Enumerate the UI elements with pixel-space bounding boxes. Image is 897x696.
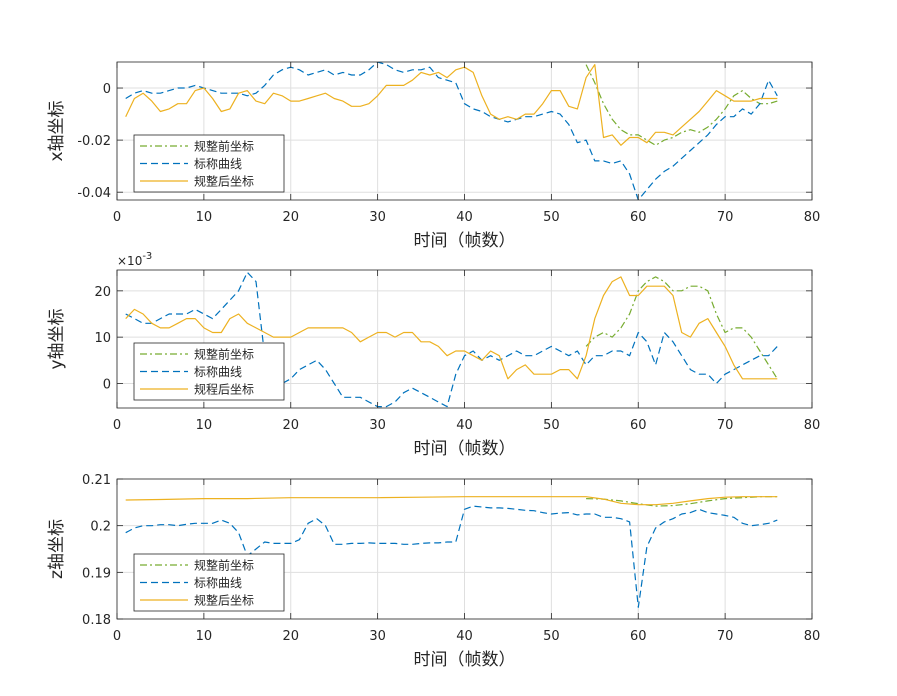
subplot-1: 0 10 20 30 40 50 60 70 80 -0.04 -0.02 0 时间（帧数） x轴坐标规整… <box>47 61 821 251</box>
x-tick-label: 10 <box>196 418 213 433</box>
x-tick-label: 60 <box>630 629 647 644</box>
y-tick-label: 0.19 <box>82 566 111 581</box>
x-axis-label: 时间（帧数） <box>414 439 516 459</box>
x-tick-label: 30 <box>369 210 386 225</box>
series-line-3 <box>125 496 778 506</box>
legend-label: 标称曲线 <box>194 157 242 171</box>
legend-label: 规整前坐标 <box>194 139 254 154</box>
legend-label: 规整后坐标 <box>194 593 254 608</box>
subplot-2: 0 10 20 30 40 50 60 70 80 0 10 20 ×10-3 时间（帧数） y轴坐标规整前… <box>47 251 820 459</box>
series-line-2 <box>125 62 778 200</box>
x-tick-label: 10 <box>196 629 213 644</box>
y-exponent-label: ×10-3 <box>117 251 152 268</box>
legend-box <box>133 553 285 612</box>
x-tick-label: 40 <box>456 210 473 225</box>
legend-label: 规整后坐标 <box>194 174 254 189</box>
series-line-2 <box>125 271 778 408</box>
x-tick-label: 50 <box>543 629 560 644</box>
x-tick-label: 60 <box>630 418 647 433</box>
x-axis-label: 时间（帧数） <box>414 650 516 670</box>
y-tick-label: 0 <box>103 377 111 392</box>
legend-label: 规程后坐标 <box>194 382 254 397</box>
x-axis-label: 时间（帧数） <box>414 231 516 251</box>
series-line-1 <box>585 64 778 146</box>
series-line-1 <box>586 496 778 507</box>
x-tick-label: 40 <box>456 418 473 433</box>
x-tick-label: 40 <box>456 629 473 644</box>
x-tick-label: 70 <box>717 418 734 433</box>
series-line-3 <box>125 63 778 146</box>
y-tick-label: 0.2 <box>90 520 111 535</box>
x-tick-label: 20 <box>282 418 299 433</box>
y-tick-label: 20 <box>94 285 111 300</box>
legend-label: 标称曲线 <box>194 365 242 379</box>
x-tick-label: 70 <box>717 210 734 225</box>
y-axis-label: y轴坐标 <box>47 308 67 369</box>
y-tick-label: -0.02 <box>77 134 111 149</box>
x-tick-label: 0 <box>113 210 121 225</box>
subplot-3: 0 10 20 30 40 50 60 70 80 0.18 0.19 0.2 0.21 时间（帧数） z轴… <box>47 473 820 670</box>
y-axis-label: x轴坐标 <box>47 100 67 161</box>
series-line-2 <box>125 505 778 608</box>
x-tick-label: 80 <box>804 210 821 225</box>
legend-box <box>133 342 285 401</box>
series-line-1 <box>585 276 778 380</box>
y-axis-label: z轴坐标 <box>47 519 67 579</box>
series-group <box>125 496 778 608</box>
legend-label: 规整前坐标 <box>194 347 254 362</box>
x-tick-label: 10 <box>196 210 213 225</box>
y-tick-label: 0 <box>103 82 111 97</box>
x-tick-label: 60 <box>630 210 647 225</box>
x-tick-label: 80 <box>804 629 821 644</box>
x-tick-label: 70 <box>717 629 734 644</box>
legend-box <box>133 134 285 193</box>
x-tick-label: 0 <box>113 629 121 644</box>
x-tick-label: 20 <box>282 210 299 225</box>
legend-label: 标称曲线 <box>194 576 242 590</box>
x-tick-label: 30 <box>369 629 386 644</box>
x-tick-label: 50 <box>543 418 560 433</box>
y-tick-label: 0.21 <box>82 473 111 488</box>
series-group <box>125 62 778 200</box>
x-tick-label: 50 <box>543 210 560 225</box>
legend-label: 规整前坐标 <box>194 558 254 573</box>
y-tick-label: 10 <box>94 331 111 346</box>
x-tick-label: 0 <box>113 418 121 433</box>
x-tick-label: 30 <box>369 418 386 433</box>
y-tick-label: -0.04 <box>77 186 111 201</box>
x-tick-label: 80 <box>804 418 821 433</box>
y-tick-label: 0.18 <box>82 613 111 628</box>
series-group <box>125 271 778 408</box>
x-tick-label: 20 <box>282 629 299 644</box>
series-line-3 <box>125 276 778 380</box>
